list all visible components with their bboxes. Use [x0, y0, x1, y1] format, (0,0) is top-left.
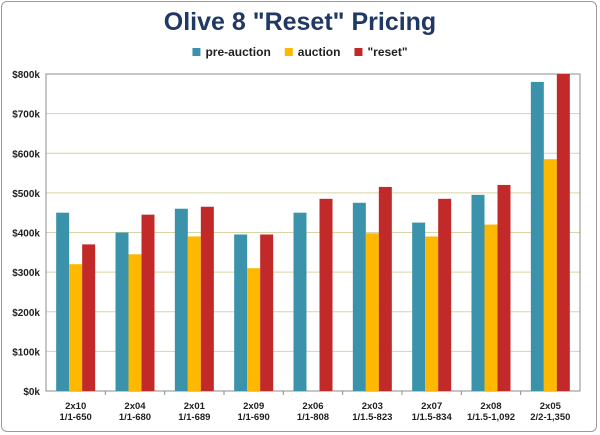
bars [56, 74, 570, 395]
x-tick-label: 2x10 1/1-650 [60, 401, 92, 423]
legend-label: auction [298, 45, 341, 59]
bar [293, 212, 307, 391]
bar [438, 198, 452, 391]
bar [352, 202, 366, 391]
bar [412, 222, 426, 391]
bar [260, 234, 274, 391]
chart-title: Olive 8 "Reset" Pricing [164, 8, 436, 36]
y-tick-label: $600k [12, 149, 40, 160]
bar [69, 264, 83, 391]
bar [425, 236, 439, 391]
bar [234, 234, 248, 391]
y-tick-label: $0k [23, 387, 40, 398]
legend-swatch [354, 48, 363, 56]
bar [378, 186, 392, 391]
legend-label: pre-auction [205, 45, 270, 59]
x-tick-label: 2x08 1/1.5-1,092 [467, 401, 515, 423]
x-tick-label: 2x09 1/1-690 [238, 401, 270, 423]
plot-border [45, 73, 581, 392]
bar [141, 214, 155, 391]
bar [484, 224, 498, 391]
bar [128, 254, 142, 391]
y-tick-label: $300k [12, 268, 40, 279]
legend-label: "reset" [367, 45, 407, 59]
bar [247, 268, 261, 391]
bar [56, 212, 70, 391]
y-tick-label: $400k [12, 229, 40, 240]
y-axis: $0k $100k $200k $300k $400k $500k $600k $700k $8… [12, 70, 40, 398]
legend: pre-auction auction "reset" [192, 45, 408, 59]
legend-swatch [192, 48, 201, 56]
x-tick-label: 2x01 1/1-689 [178, 401, 210, 423]
legend-item: "reset" [354, 45, 408, 59]
x-tick-label: 2x04 1/1-680 [119, 401, 151, 423]
bar [187, 236, 201, 391]
bar [530, 81, 544, 392]
bar [115, 232, 129, 391]
bar [200, 206, 214, 391]
x-tick-label: 2x03 1/1.5-823 [352, 401, 392, 423]
y-tick-label: $100k [12, 347, 40, 358]
y-tick-label: $500k [12, 189, 40, 200]
y-tick-label: $700k [12, 110, 40, 121]
bar [543, 159, 557, 391]
bar [365, 233, 379, 391]
x-tick-label: 2x06 1/1-808 [297, 401, 329, 423]
bar [471, 194, 485, 391]
bar [319, 198, 333, 391]
bar [174, 208, 188, 391]
y-tick-label: $800k [12, 70, 40, 81]
x-axis: 2x10 1/1-650 2x04 1/1-680 2x01 1/1-689 2x09 1/1… [60, 401, 571, 423]
x-tick-label: 2x07 1/1.5-834 [412, 401, 453, 423]
plot-area [45, 73, 581, 392]
legend-swatch [284, 48, 293, 56]
x-tick-label: 2x05 2/2-1,350 [530, 401, 570, 423]
bar [82, 244, 96, 391]
legend-item: auction [284, 45, 341, 59]
bar [497, 184, 511, 391]
legend-item: pre-auction [192, 45, 271, 59]
bar [556, 74, 570, 391]
y-tick-label: $200k [12, 308, 40, 319]
